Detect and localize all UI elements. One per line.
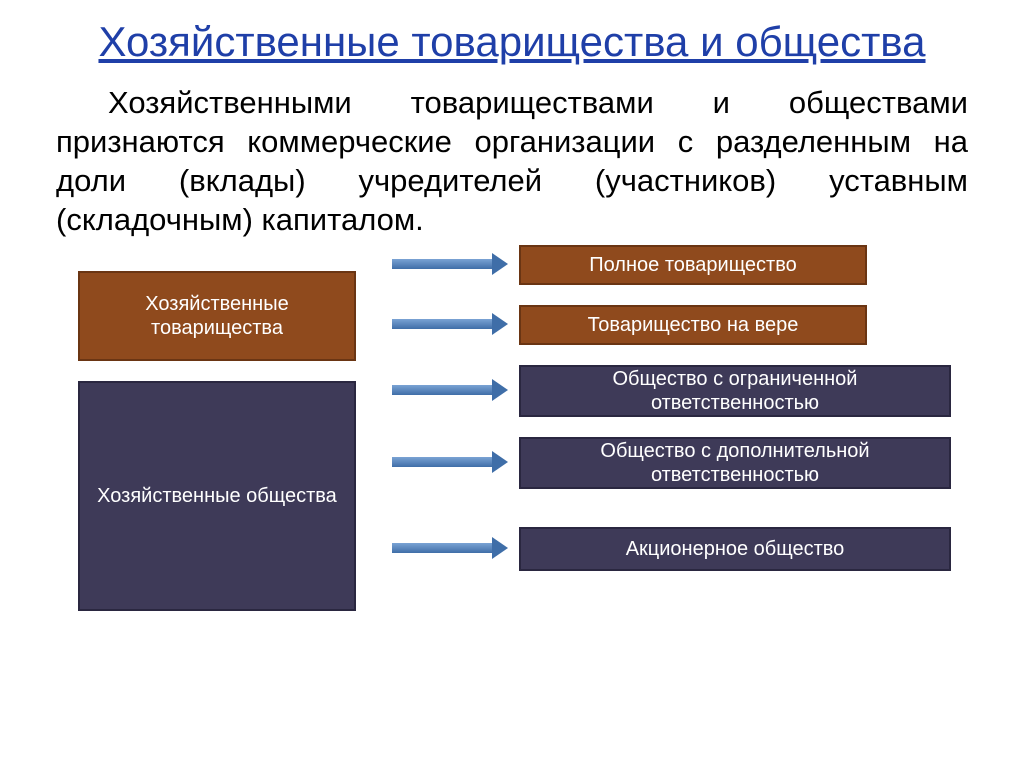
page-title: Хозяйственные товарищества и общества xyxy=(0,0,1024,66)
target-box-llc: Общество с ограниченной ответственностью xyxy=(519,365,951,417)
target-box-full-partnership: Полное товарищество xyxy=(519,245,867,285)
diagram-area: Хозяйственные товарищества Хозяйственные … xyxy=(0,231,1024,651)
target-box-alc: Общество с дополнительной ответственност… xyxy=(519,437,951,489)
arrow-3 xyxy=(392,379,508,401)
source-box-companies: Хозяйственные общества xyxy=(78,381,356,611)
target-box-jsc: Акционерное общество xyxy=(519,527,951,571)
arrow-2 xyxy=(392,313,508,335)
arrow-4 xyxy=(392,451,508,473)
arrow-1 xyxy=(392,253,508,275)
arrow-5 xyxy=(392,537,508,559)
definition-paragraph: Хозяйственными товариществами и общества… xyxy=(0,66,1024,239)
target-box-faith-partnership: Товарищество на вере xyxy=(519,305,867,345)
source-box-partnerships: Хозяйственные товарищества xyxy=(78,271,356,361)
